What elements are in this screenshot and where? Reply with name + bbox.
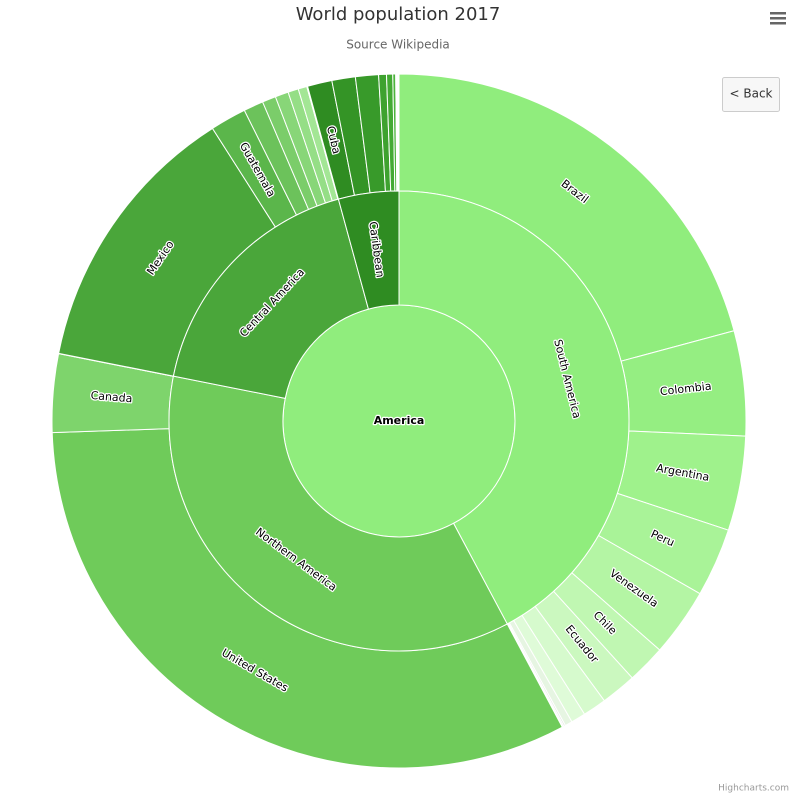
leaf-slice bbox=[397, 73, 400, 192]
back-button-bg[interactable] bbox=[722, 77, 780, 112]
group-slice bbox=[337, 190, 400, 310]
credits: Highcharts.com bbox=[718, 784, 789, 794]
sunburst bbox=[51, 73, 747, 769]
menu-line bbox=[770, 17, 786, 20]
group-slice bbox=[168, 375, 508, 652]
menu-line bbox=[770, 22, 786, 25]
menu-button[interactable] bbox=[768, 9, 788, 27]
menu-line bbox=[770, 12, 786, 15]
leaf-label: Canada bbox=[90, 389, 133, 405]
group-slice bbox=[398, 190, 630, 625]
back-button[interactable]: < Back bbox=[722, 77, 780, 112]
chart-title: World population 2017 bbox=[296, 4, 501, 25]
chart-subtitle: Source Wikipedia bbox=[346, 38, 450, 52]
back-button-label[interactable]: < Back bbox=[729, 87, 772, 101]
group-slice bbox=[172, 198, 370, 399]
root-label: America bbox=[374, 414, 425, 427]
